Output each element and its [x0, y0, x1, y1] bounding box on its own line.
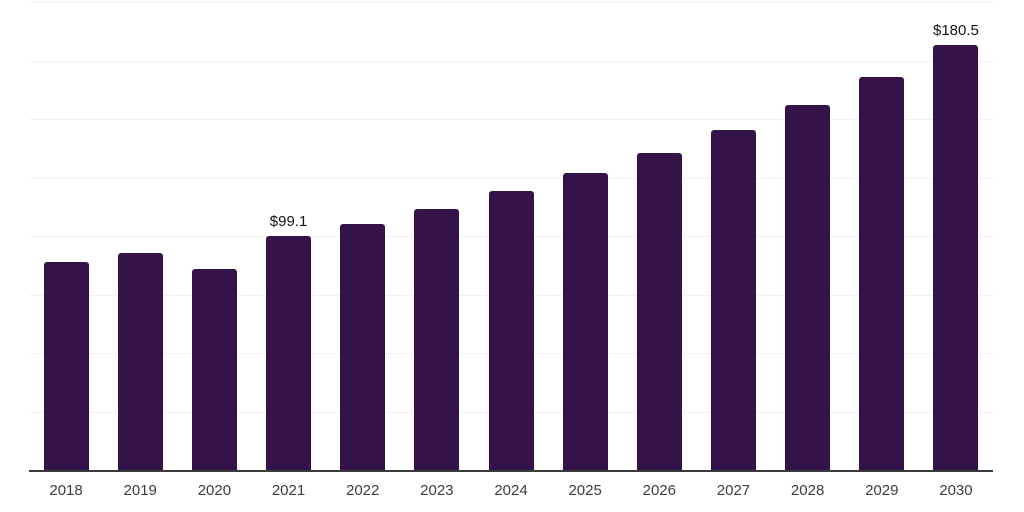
bar-2028 — [785, 104, 831, 470]
bar-2018 — [43, 261, 89, 470]
bar-2023 — [414, 208, 460, 470]
bar-2029 — [859, 77, 905, 470]
bar-2021 — [266, 236, 312, 470]
bar-2026 — [636, 153, 682, 470]
plot-area: $99.1 $180.5 — [29, 2, 993, 472]
x-tick-label-2027: 2027 — [716, 482, 751, 499]
bar-2022 — [340, 223, 386, 470]
bar-2020 — [191, 269, 237, 470]
bar-value-label-2030: $180.5 — [932, 21, 979, 39]
x-tick-label-2025: 2025 — [568, 482, 602, 499]
x-tick-label-2023: 2023 — [420, 482, 454, 499]
x-tick-label-2021: 2021 — [271, 482, 306, 499]
x-tick-label-2026: 2026 — [642, 482, 676, 499]
bar-value-label-2021: $99.1 — [269, 213, 308, 231]
x-tick-label-2029: 2029 — [865, 482, 899, 499]
x-tick-label-2022: 2022 — [346, 482, 380, 499]
x-axis-line — [29, 470, 993, 472]
x-tick-label-2024: 2024 — [494, 482, 528, 499]
x-tick-label-2028: 2028 — [790, 482, 825, 499]
gridline — [29, 2, 993, 3]
x-tick-label-2019: 2019 — [123, 482, 157, 499]
x-tick-label-2030: 2030 — [939, 482, 973, 499]
bar-2024 — [488, 191, 534, 470]
bar-2027 — [710, 129, 756, 470]
gridline — [29, 177, 993, 179]
x-tick-label-2018: 2018 — [49, 482, 83, 499]
gridline — [29, 60, 993, 62]
bar-2019 — [117, 253, 163, 470]
bar-2030 — [933, 44, 979, 470]
x-tick-label-2020: 2020 — [197, 482, 232, 499]
gridline — [29, 119, 993, 120]
bar-2025 — [562, 173, 608, 470]
